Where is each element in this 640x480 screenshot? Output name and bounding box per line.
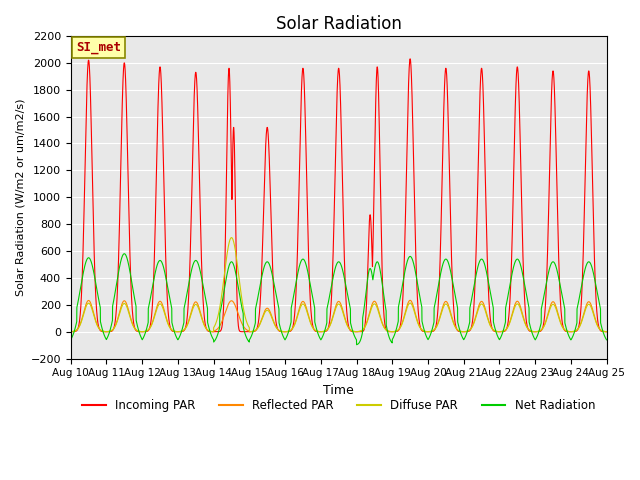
Diffuse PAR <box>602 329 610 335</box>
Incoming PAR <box>163 291 171 297</box>
Incoming PAR <box>319 329 326 335</box>
Net Radiation <box>353 342 360 348</box>
Reflected PAR <box>429 328 437 334</box>
Line: Reflected PAR: Reflected PAR <box>71 300 607 332</box>
Diffuse PAR <box>67 329 75 335</box>
Incoming PAR <box>459 329 467 335</box>
Incoming PAR <box>246 329 253 335</box>
Incoming PAR <box>429 328 437 334</box>
Reflected PAR <box>602 329 610 335</box>
Reflected PAR <box>406 298 414 303</box>
Net Radiation <box>319 334 326 339</box>
Net Radiation <box>429 323 437 329</box>
Diffuse PAR <box>490 327 497 333</box>
Reflected PAR <box>67 329 75 335</box>
Reflected PAR <box>603 329 611 335</box>
Reflected PAR <box>163 317 171 323</box>
Net Radiation <box>120 251 128 257</box>
Incoming PAR <box>602 329 610 335</box>
Diffuse PAR <box>228 235 236 240</box>
Line: Net Radiation: Net Radiation <box>71 254 607 345</box>
Incoming PAR <box>406 56 414 62</box>
Title: Solar Radiation: Solar Radiation <box>276 15 402 33</box>
Diffuse PAR <box>429 328 437 334</box>
Reflected PAR <box>319 329 326 335</box>
Text: SI_met: SI_met <box>76 41 121 54</box>
Reflected PAR <box>490 327 497 333</box>
Diffuse PAR <box>459 329 467 335</box>
Incoming PAR <box>603 329 611 335</box>
Diffuse PAR <box>163 318 171 324</box>
Incoming PAR <box>67 329 75 335</box>
Net Radiation <box>490 305 497 311</box>
Diffuse PAR <box>246 329 253 335</box>
Incoming PAR <box>490 327 497 333</box>
Legend: Incoming PAR, Reflected PAR, Diffuse PAR, Net Radiation: Incoming PAR, Reflected PAR, Diffuse PAR… <box>77 395 600 417</box>
Line: Diffuse PAR: Diffuse PAR <box>71 238 607 332</box>
Net Radiation <box>163 282 171 288</box>
Net Radiation <box>459 335 467 341</box>
Diffuse PAR <box>603 329 611 335</box>
Reflected PAR <box>246 329 253 335</box>
Net Radiation <box>602 336 610 342</box>
X-axis label: Time: Time <box>323 384 354 397</box>
Y-axis label: Solar Radiation (W/m2 or um/m2/s): Solar Radiation (W/m2 or um/m2/s) <box>15 98 25 296</box>
Net Radiation <box>67 336 75 342</box>
Reflected PAR <box>459 329 467 335</box>
Line: Incoming PAR: Incoming PAR <box>71 59 607 332</box>
Net Radiation <box>603 337 611 343</box>
Diffuse PAR <box>319 329 326 335</box>
